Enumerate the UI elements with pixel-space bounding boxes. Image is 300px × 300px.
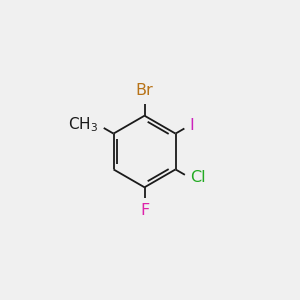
Text: Cl: Cl <box>190 170 206 185</box>
Text: F: F <box>140 203 149 218</box>
Text: CH$_3$: CH$_3$ <box>68 115 98 134</box>
Text: Br: Br <box>136 83 153 98</box>
Text: I: I <box>190 118 194 133</box>
